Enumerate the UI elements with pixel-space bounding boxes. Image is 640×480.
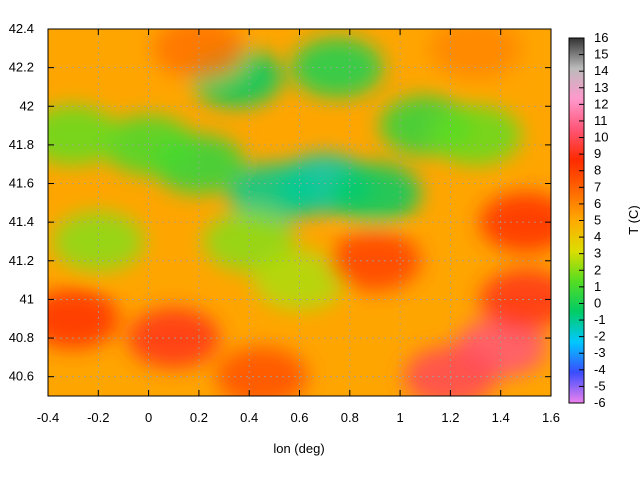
- heatmap-field: [48, 29, 551, 396]
- heatmap-cell: [52, 211, 145, 272]
- colorbar-tick-label: -1: [594, 312, 606, 327]
- heatmap-cell: [429, 29, 522, 79]
- heatmap-cell: [228, 163, 321, 224]
- colorbar-tick-label: 8: [594, 163, 601, 178]
- heatmap-cell: [429, 105, 522, 166]
- colorbar-tick-label: 12: [594, 96, 608, 111]
- colorbar-tick-label: 14: [594, 63, 608, 78]
- colorbar-tick-label: 3: [594, 246, 601, 261]
- x-tick-label: 0: [145, 410, 152, 425]
- colorbar-tick-label: -6: [594, 395, 606, 410]
- colorbar-tick-label: 4: [594, 229, 601, 244]
- y-tick-label: 42: [20, 98, 34, 113]
- x-axis-ticks: -0.4 -0.2 0 0.2 0.4 0.6 0.8 1 1.2 1.4 1.6: [37, 29, 560, 425]
- heatmap-cell: [328, 230, 421, 291]
- x-axis-label: lon (deg): [273, 441, 324, 456]
- colorbar-tick-label: -5: [594, 378, 606, 393]
- colorbar-tick-label: 9: [594, 146, 601, 161]
- colorbar-tick-label: 7: [594, 179, 601, 194]
- colorbar-tick-label: 16: [594, 30, 608, 45]
- colorbar-tick-label: 10: [594, 130, 608, 145]
- x-tick-label: 0.8: [341, 410, 359, 425]
- colorbar-tick-label: 1: [594, 279, 601, 294]
- colorbar-tick-label: 11: [594, 113, 608, 128]
- heatmap-cell: [127, 308, 220, 369]
- colorbar-tick-label: 0: [594, 295, 601, 310]
- colorbar-tick-label: 15: [594, 47, 608, 62]
- y-tick-label: 41.8: [9, 137, 34, 152]
- heatmap-cell: [253, 250, 346, 311]
- x-tick-label: 0.6: [290, 410, 308, 425]
- y-tick-label: 41.6: [9, 176, 34, 191]
- colorbar-tick-label: -2: [594, 329, 606, 344]
- heatmap-cell: [479, 192, 551, 253]
- x-tick-label: 1.6: [542, 410, 560, 425]
- y-axis-ticks: 40.6 40.8 41 41.2 41.4 41.6 41.8 42 42.2 42.4: [9, 21, 551, 384]
- y-tick-label: 41: [20, 291, 34, 306]
- colorbar-tick-label: 5: [594, 213, 601, 228]
- y-tick-label: 42.4: [9, 21, 34, 36]
- x-tick-label: 1.2: [441, 410, 459, 425]
- y-tick-label: 41.4: [9, 214, 34, 229]
- heatmap-cell: [48, 105, 120, 166]
- colorbar-tick-label: 13: [594, 80, 608, 95]
- colorbar-tick-label: 2: [594, 262, 601, 277]
- x-tick-label: 1: [396, 410, 403, 425]
- x-tick-label: 0.2: [190, 410, 208, 425]
- y-tick-label: 40.6: [9, 369, 34, 384]
- x-tick-label: -0.4: [37, 410, 59, 425]
- x-tick-label: -0.2: [87, 410, 109, 425]
- x-tick-label: 1.4: [492, 410, 510, 425]
- colorbar-tick-label: 6: [594, 196, 601, 211]
- colorbar-tick-label: -3: [594, 345, 606, 360]
- x-tick-label: 0.4: [240, 410, 258, 425]
- heatmap-cell: [48, 288, 120, 349]
- heatmap-cell: [479, 269, 551, 330]
- heatmap-cell: [328, 163, 421, 224]
- heatmap-cell: [215, 346, 308, 396]
- y-tick-label: 42.2: [9, 60, 34, 75]
- y-tick-label: 41.2: [9, 253, 34, 268]
- colorbar-label: T (C): [626, 205, 640, 234]
- colorbar-tick-label: -4: [594, 362, 606, 377]
- y-tick-label: 40.8: [9, 330, 34, 345]
